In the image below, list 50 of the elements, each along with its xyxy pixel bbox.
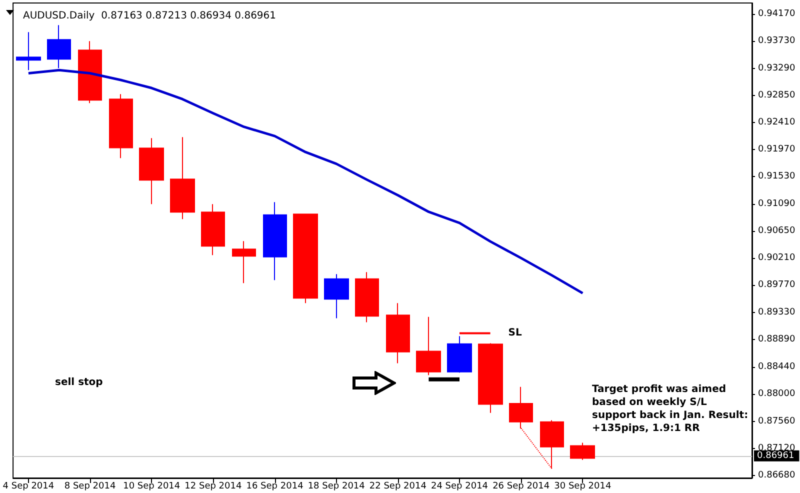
candlestick	[293, 213, 318, 304]
candlestick	[78, 40, 102, 104]
candlestick	[201, 204, 225, 256]
y-tick-label: 0.88890	[758, 334, 796, 344]
x-tick-label: 22 Sep 2014	[369, 482, 427, 492]
candlestick	[355, 272, 379, 323]
y-tick-label: 0.94170	[758, 9, 796, 20]
y-tick-label: 0.89770	[758, 280, 796, 290]
y-tick-label: 0.91090	[758, 198, 796, 209]
y-tick-label: 0.90650	[758, 226, 796, 236]
candlestick	[263, 202, 287, 281]
y-tick-label: 0.93730	[758, 36, 796, 46]
candlestick	[16, 32, 41, 71]
x-tick-label: 10 Sep 2014	[123, 482, 180, 492]
y-tick-label: 0.87560	[758, 416, 796, 426]
x-tick-label: 8 Sep 2014	[64, 482, 116, 492]
y-tick-label: 0.91970	[758, 144, 796, 155]
y-tick-label: 0.88440	[758, 362, 796, 372]
candlestick	[386, 302, 410, 364]
ref-line-label: 0.86961	[757, 450, 794, 461]
candlestick	[109, 94, 133, 159]
text: AUDUSD.Daily 0.87163 0.87213 0.86934 0.86961	[23, 10, 276, 22]
y-tick-label: 0.90210	[758, 253, 796, 264]
y-tick-label: 0.92410	[758, 118, 796, 128]
y-tick-label: 0.89330	[758, 307, 796, 318]
series-label: SL	[508, 328, 522, 339]
x-tick-label: 24 Sep 2014	[430, 482, 488, 492]
candlestick	[324, 274, 349, 319]
x-tick-label: 26 Sep 2014	[492, 482, 550, 492]
annotation: Target profit was aimed based on weekly S/L support back in Jan. Result: +135pips, 1.9:1 RR	[592, 384, 752, 434]
y-tick-label: 0.93290	[758, 63, 796, 74]
y-tick-label: 0.86680	[758, 470, 796, 481]
x-tick-label: 30 Sep 2014	[554, 482, 612, 492]
annotation: sell stop	[55, 377, 103, 388]
candlestick	[478, 342, 503, 414]
x-tick-label: 18 Sep 2014	[308, 482, 366, 492]
candlestick	[447, 336, 472, 374]
candlestick	[170, 136, 195, 220]
line-series	[27, 68, 584, 294]
candlestick	[232, 240, 256, 284]
x-tick-label: 16 Sep 2014	[246, 482, 304, 492]
y-tick-label: 0.88000	[758, 389, 796, 400]
y-tick-label: 0.91530	[758, 172, 796, 182]
candlestick	[570, 442, 595, 460]
y-tick-label: 0.92850	[758, 90, 796, 100]
candlestick	[47, 24, 71, 69]
x-tick-label: 4 Sep 2014	[2, 482, 54, 492]
x-tick-label: 12 Sep 2014	[184, 482, 242, 492]
candlestick	[416, 316, 441, 376]
candlestick	[139, 138, 164, 205]
